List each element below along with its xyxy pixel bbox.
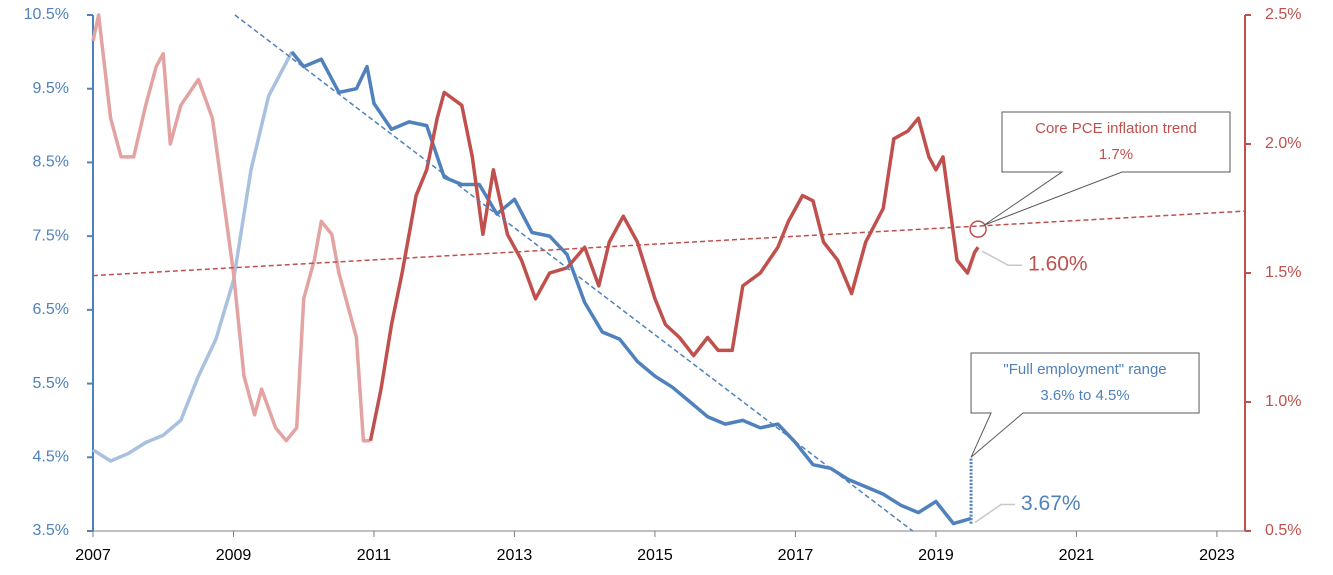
y-tick-label: 3.5% bbox=[33, 522, 69, 539]
callout-text: 1.7% bbox=[1099, 146, 1133, 163]
x-tick-label: 2007 bbox=[75, 547, 111, 564]
y2-tick-label: 0.5% bbox=[1265, 522, 1301, 539]
callout-text: 3.6% to 4.5% bbox=[1040, 387, 1129, 404]
end-label: 3.67% bbox=[1021, 492, 1081, 515]
y2-tick-label: 1.5% bbox=[1265, 264, 1301, 281]
x-tick-label: 2015 bbox=[637, 547, 673, 564]
x-tick-label: 2019 bbox=[918, 547, 954, 564]
y-tick-label: 6.5% bbox=[33, 301, 69, 318]
y-tick-label: 9.5% bbox=[33, 80, 69, 97]
x-tick-label: 2023 bbox=[1199, 547, 1235, 564]
trend-line bbox=[92, 210, 1246, 277]
y2-tick-label: 1.0% bbox=[1265, 393, 1301, 410]
y-tick-label: 4.5% bbox=[33, 449, 69, 466]
y-tick-label: 8.5% bbox=[33, 154, 69, 171]
x-tick-label: 2021 bbox=[1059, 547, 1095, 564]
trend-line bbox=[234, 14, 914, 532]
leader-line bbox=[981, 250, 1023, 266]
callout-text: "Full employment" range bbox=[1003, 361, 1166, 378]
data-line bbox=[290, 50, 972, 526]
leader-line bbox=[974, 503, 1016, 524]
data-line bbox=[92, 51, 294, 463]
callout bbox=[970, 352, 1200, 458]
data-line bbox=[91, 13, 371, 443]
x-tick-label: 2017 bbox=[778, 547, 814, 564]
trend-marker bbox=[969, 220, 987, 238]
callout-text: Core PCE inflation trend bbox=[1035, 120, 1197, 137]
data-line bbox=[368, 90, 980, 442]
x-tick-label: 2009 bbox=[216, 547, 252, 564]
end-label: 1.60% bbox=[1028, 253, 1088, 276]
x-tick-label: 2011 bbox=[357, 547, 392, 564]
y2-tick-label: 2.5% bbox=[1265, 6, 1301, 23]
x-tick-label: 2013 bbox=[497, 547, 533, 564]
y-tick-label: 5.5% bbox=[33, 375, 69, 392]
y-tick-label: 7.5% bbox=[33, 227, 69, 244]
y-tick-label: 10.5% bbox=[24, 6, 69, 23]
y2-tick-label: 2.0% bbox=[1265, 135, 1301, 152]
callout bbox=[983, 111, 1231, 226]
